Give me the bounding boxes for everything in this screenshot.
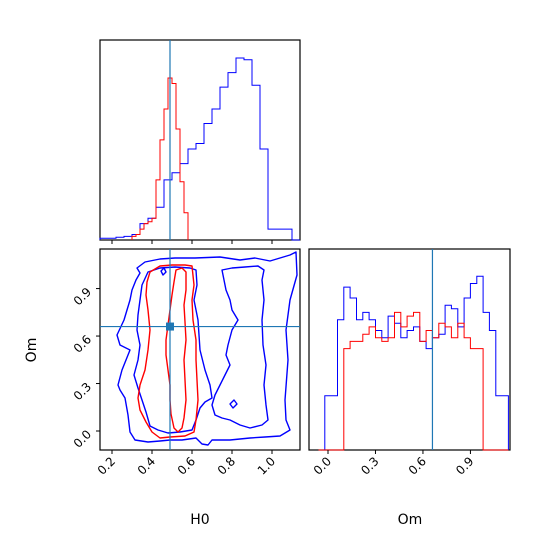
blue-contour-small [160,267,167,276]
om-histogram-tick-label: 0.0 [311,454,334,477]
om-histogram-frame [308,248,511,451]
om-histogram-ticks: 0.0 0.3 0.6 0.9 [311,450,477,478]
om-histogram-blue-series [318,275,509,451]
om-axis-ticks: 0.0 0.3 0.6 0.9 [71,285,100,451]
blue-contour-tiny [229,399,238,409]
h0-histogram-ticks [111,240,273,244]
om-tick-label: 0.6 [71,332,94,355]
h0-tick-label: 0.8 [215,454,238,477]
truth-marker [166,322,174,331]
h0-histogram-frame [99,39,301,241]
h0-histogram-blue-series [99,57,300,241]
h0-tick-label: 0.2 [95,454,118,477]
om-tick-label: 0.3 [71,380,94,403]
h0-om-2d-panel: 0.2 0.4 0.6 0.8 1.0 0.0 0.3 0.6 0.9 H0 Om [24,248,301,528]
om-histogram-tick-label: 0.6 [406,454,429,477]
h0-histogram-red-series [131,77,189,240]
h0-axis-ticks: 0.2 0.4 0.6 0.8 1.0 [95,450,278,478]
h0-axis-label: H0 [190,512,209,528]
blue-contour-right-outer [211,265,269,429]
om-histogram-red-series [318,311,509,451]
om-histogram-panel: 0.0 0.3 0.6 0.9 Om [308,248,511,528]
h0-histogram-panel [99,39,301,244]
blue-contour-outer [116,251,298,446]
red-contour-inner [165,267,187,433]
om-histogram-tick-label: 0.3 [358,454,381,477]
om-axis-label: Om [24,338,40,363]
om-histogram-axis-label: Om [398,512,423,528]
contours-group [116,251,298,446]
blue-contour-middle [133,266,213,434]
om-tick-label: 0.0 [71,427,94,450]
h0-om-2d-frame [99,248,301,451]
h0-tick-label: 1.0 [255,454,278,477]
om-histogram-tick-label: 0.9 [453,454,476,477]
h0-tick-label: 0.6 [175,454,198,477]
h0-tick-label: 0.4 [135,454,158,477]
red-contour-outer [137,264,199,439]
om-tick-label: 0.9 [71,285,94,308]
